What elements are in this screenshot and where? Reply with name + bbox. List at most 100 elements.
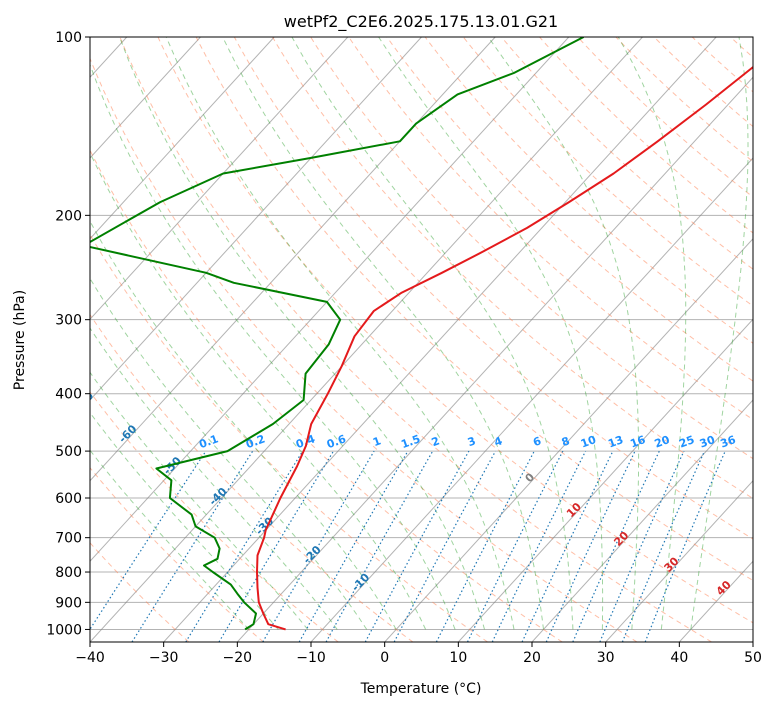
mixing-ratio-label: 1 [371, 434, 383, 449]
moist-adiabat-line [690, 37, 749, 630]
mixing-ratio-line [491, 450, 587, 642]
mixing-ratio-label: 36 [719, 433, 738, 451]
dry-adiabat-line [272, 37, 753, 500]
isotherm-label: -70 [73, 389, 96, 412]
mixing-ratio-label: 10 [579, 433, 598, 451]
dry-adiabat-line [615, 37, 753, 163]
mixing-ratio-label: 2 [430, 434, 442, 449]
moist-adiabat-line [90, 277, 368, 630]
moist-adiabat-line [487, 37, 640, 630]
moist-adiabat-line [90, 371, 309, 630]
dry-adiabat-line [462, 37, 753, 307]
moist-adiabat-line [378, 37, 604, 630]
isotherm-line [752, 641, 753, 642]
x-tick-label: −30 [149, 650, 179, 666]
plot-area: 0.10.20.40.611.52346810131620253036-100-… [31, 37, 753, 642]
mixing-ratio-label: 20 [653, 433, 672, 451]
moist-adiabat-line [165, 37, 515, 630]
plot-frame [89, 36, 754, 643]
x-axis: −40 −30 −20 −10 0 10 20 30 40 50 [75, 642, 762, 666]
y-tick-label: 600 [55, 491, 82, 507]
isotherm-line [90, 37, 643, 642]
x-tick-label: −20 [223, 650, 253, 666]
mixing-ratio-line [364, 450, 470, 642]
x-tick-label: 0 [380, 650, 389, 666]
isotherm-line [90, 37, 496, 482]
dry-adiabat-line [348, 37, 753, 421]
mixing-ratio-label: 4 [492, 434, 504, 449]
chart-title: wetPf2_C2E6.2025.175.13.01.G21 [284, 12, 558, 32]
y-tick-label: 900 [55, 595, 82, 611]
moist-adiabat-line [90, 327, 338, 630]
mixing-ratio-line [262, 450, 375, 642]
y-tick-label: 200 [55, 208, 82, 224]
dry-adiabat-line [157, 37, 753, 624]
x-tick-label: 10 [449, 650, 467, 666]
dry-adiabat-line [90, 233, 488, 642]
mixing-ratio-label: 8 [560, 434, 572, 449]
moist-adiabat-line [90, 220, 397, 630]
dry-adiabat-line [539, 37, 753, 234]
x-tick-label: 20 [523, 650, 541, 666]
mixing-ratio-line [393, 450, 497, 642]
isotherm-label: -10 [349, 571, 372, 594]
isotherm-line [457, 318, 753, 642]
x-axis-label: Temperature (°C) [360, 681, 482, 697]
isotherm-label: 40 [714, 578, 734, 598]
mixing-ratio-label: 16 [628, 433, 647, 451]
dry-adiabat-line [386, 37, 753, 382]
x-tick-label: −40 [75, 650, 105, 666]
moist-adiabat-line [617, 37, 687, 630]
isotherm-label: -60 [116, 422, 139, 445]
moist-adiabat-line [90, 411, 279, 630]
mixing-ratio-label: 13 [606, 433, 625, 450]
isotherm-line [90, 37, 570, 563]
isotherm-label: 10 [564, 500, 584, 520]
dry-adiabat-line [653, 37, 753, 128]
dry-adiabat-line [577, 37, 753, 198]
y-tick-label: 700 [55, 531, 82, 547]
moist-adiabat-line [90, 63, 456, 630]
dry-adiabat-line [90, 57, 638, 642]
y-tick-label: 300 [55, 313, 82, 329]
y-tick-label: 100 [55, 30, 82, 46]
moist-adiabat-line [291, 37, 574, 630]
dry-adiabat-line [90, 466, 264, 642]
dewpoint-profile [90, 37, 585, 631]
mixing-ratio-line [131, 450, 254, 642]
isotherm-line [310, 157, 753, 642]
temperature-profile [256, 65, 753, 631]
mixing-ratio-label: 3 [466, 434, 478, 449]
isotherm-line [605, 479, 753, 642]
isotherm-line [90, 37, 349, 321]
mixing-ratio-label: 6 [531, 434, 543, 449]
x-tick-label: −10 [296, 650, 326, 666]
moist-adiabat-line [90, 151, 427, 630]
mixing-ratio-line [599, 450, 685, 642]
mixing-ratio-line [466, 450, 564, 642]
isotherm-label: 20 [611, 529, 631, 549]
y-axis-label: Pressure (hPa) [12, 290, 28, 390]
mixing-ratio-label: 25 [677, 433, 696, 450]
x-tick-label: 50 [744, 650, 762, 666]
dry-adiabat-line [424, 37, 753, 344]
moist-adiabat-line [119, 37, 485, 630]
dry-adiabat-line [90, 391, 339, 642]
isotherm-line [531, 399, 753, 642]
dry-adiabat-line [310, 37, 753, 460]
dry-adiabat-line [233, 37, 753, 540]
isotherm-line [384, 237, 753, 642]
isotherm-label: -80 [31, 354, 54, 377]
mixing-ratio-label: 0.4 [294, 432, 317, 451]
y-tick-label: 500 [55, 444, 82, 460]
mixing-ratio-line [572, 450, 660, 642]
x-tick-label: 30 [597, 650, 615, 666]
isotherm-line [90, 37, 201, 159]
mixing-ratio-label: 0.6 [325, 432, 348, 451]
mixing-ratio-line [435, 450, 535, 642]
moist-adiabat-line [222, 37, 544, 630]
isotherm-line [678, 560, 753, 642]
isotherm-line [236, 76, 753, 642]
